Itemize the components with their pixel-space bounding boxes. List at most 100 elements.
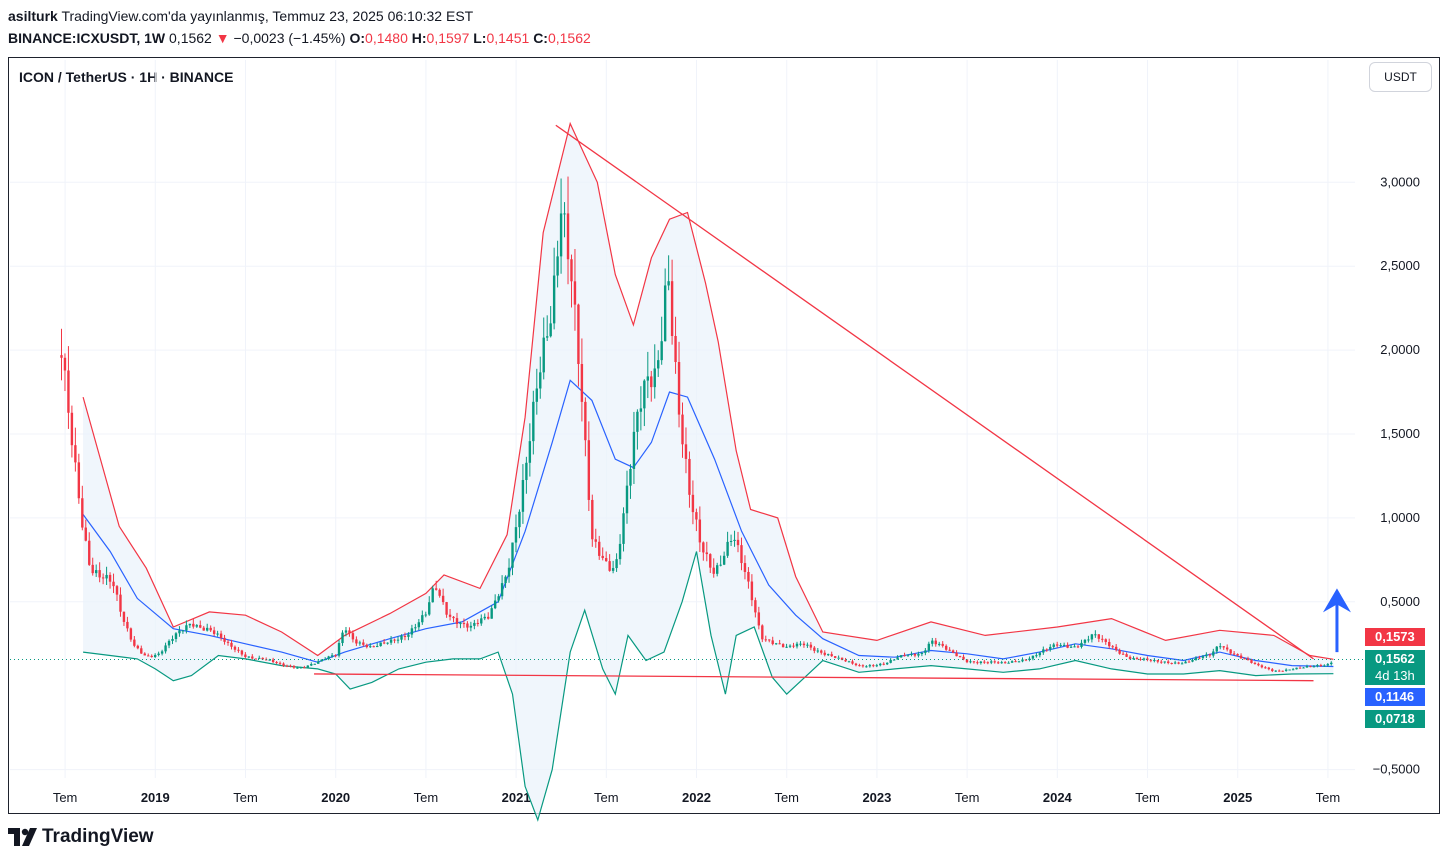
- candle-body[interactable]: [1291, 669, 1295, 671]
- candle-body[interactable]: [1281, 670, 1284, 672]
- candle-body[interactable]: [1212, 651, 1215, 656]
- candle-body[interactable]: [774, 643, 778, 645]
- candle-body[interactable]: [1288, 669, 1291, 671]
- candle-body[interactable]: [327, 656, 330, 660]
- candle-body[interactable]: [608, 561, 611, 571]
- candle-body[interactable]: [823, 652, 826, 655]
- candle-body[interactable]: [962, 656, 965, 660]
- candle-body[interactable]: [875, 665, 878, 667]
- candle-body[interactable]: [355, 639, 358, 644]
- candle-body[interactable]: [514, 527, 518, 543]
- candle-body[interactable]: [1160, 661, 1163, 663]
- candle-body[interactable]: [844, 659, 847, 662]
- candle-body[interactable]: [865, 666, 868, 668]
- candle-body[interactable]: [889, 660, 892, 663]
- currency-button[interactable]: USDT: [1369, 62, 1432, 92]
- candle-body[interactable]: [625, 485, 629, 514]
- candle-body[interactable]: [299, 667, 303, 669]
- candle-body[interactable]: [1149, 659, 1153, 661]
- candle-body[interactable]: [476, 622, 480, 624]
- candle-body[interactable]: [1090, 634, 1094, 640]
- candle-body[interactable]: [289, 665, 292, 667]
- candle-body[interactable]: [119, 594, 122, 612]
- candle-body[interactable]: [667, 281, 670, 286]
- candle-body[interactable]: [81, 498, 84, 528]
- candle-body[interactable]: [455, 618, 459, 624]
- candle-body[interactable]: [219, 633, 223, 638]
- candle-body[interactable]: [330, 655, 334, 657]
- candle-body[interactable]: [490, 608, 493, 619]
- candle-body[interactable]: [983, 661, 986, 663]
- candle-body[interactable]: [615, 559, 618, 569]
- candle-body[interactable]: [663, 285, 667, 342]
- candle-body[interactable]: [1135, 657, 1139, 659]
- candle-body[interactable]: [1295, 667, 1298, 670]
- candle-body[interactable]: [903, 655, 906, 657]
- candle-body[interactable]: [403, 635, 407, 637]
- candle-body[interactable]: [136, 645, 140, 649]
- candle-body[interactable]: [1038, 652, 1042, 656]
- candle-body[interactable]: [1180, 663, 1184, 665]
- candle-body[interactable]: [209, 627, 212, 631]
- candle-body[interactable]: [1173, 662, 1177, 664]
- candle-body[interactable]: [147, 655, 150, 657]
- candle-body[interactable]: [771, 640, 774, 645]
- candle-body[interactable]: [1191, 659, 1194, 662]
- candle-body[interactable]: [611, 568, 615, 571]
- candle-body[interactable]: [365, 644, 368, 648]
- candle-body[interactable]: [386, 642, 389, 644]
- candle-body[interactable]: [1222, 646, 1225, 648]
- candle-body[interactable]: [278, 662, 282, 664]
- candle-body[interactable]: [1170, 662, 1173, 664]
- candle-body[interactable]: [441, 595, 445, 603]
- candle-body[interactable]: [1219, 646, 1222, 648]
- candle-body[interactable]: [532, 401, 535, 442]
- candle-body[interactable]: [1208, 654, 1212, 656]
- candle-body[interactable]: [788, 645, 792, 647]
- candle-body[interactable]: [389, 639, 393, 643]
- candle-body[interactable]: [813, 647, 816, 651]
- candle-body[interactable]: [670, 281, 674, 337]
- candle-body[interactable]: [1125, 654, 1128, 657]
- candle-body[interactable]: [861, 665, 865, 667]
- candle-body[interactable]: [1246, 658, 1250, 661]
- candle-body[interactable]: [77, 462, 81, 499]
- candle-body[interactable]: [275, 662, 278, 664]
- candle-body[interactable]: [833, 656, 837, 658]
- candle-body[interactable]: [157, 653, 160, 655]
- candle-body[interactable]: [674, 336, 677, 363]
- candle-body[interactable]: [1330, 662, 1333, 665]
- candle-body[interactable]: [379, 642, 382, 647]
- candle-body[interactable]: [1187, 661, 1191, 663]
- candle-body[interactable]: [108, 574, 112, 582]
- candle-body[interactable]: [254, 658, 257, 660]
- candle-body[interactable]: [1264, 667, 1267, 669]
- candle-body[interactable]: [715, 565, 719, 574]
- candle-body[interactable]: [296, 667, 299, 669]
- candle-body[interactable]: [587, 440, 591, 500]
- candle-body[interactable]: [1163, 661, 1166, 663]
- candle-body[interactable]: [133, 639, 136, 646]
- candle-body[interactable]: [917, 654, 920, 656]
- candle-body[interactable]: [1201, 656, 1205, 658]
- candle-body[interactable]: [500, 583, 504, 597]
- candle-body[interactable]: [445, 602, 448, 615]
- candle-body[interactable]: [847, 661, 851, 663]
- candle-body[interactable]: [348, 630, 351, 634]
- candle-body[interactable]: [993, 661, 996, 663]
- candle-body[interactable]: [1167, 661, 1170, 663]
- descending-trendline[interactable]: [555, 124, 1314, 660]
- candle-body[interactable]: [854, 663, 858, 666]
- candle-body[interactable]: [528, 441, 532, 463]
- candle-body[interactable]: [115, 586, 119, 595]
- candle-body[interactable]: [1156, 660, 1160, 662]
- candle-body[interactable]: [233, 646, 237, 650]
- candle-body[interactable]: [487, 616, 490, 619]
- candle-body[interactable]: [1326, 664, 1330, 666]
- candle-body[interactable]: [546, 336, 549, 338]
- candle-body[interactable]: [618, 543, 622, 560]
- candle-body[interactable]: [681, 414, 684, 445]
- candle-body[interactable]: [140, 648, 143, 654]
- candle-body[interactable]: [573, 281, 577, 305]
- candle-body[interactable]: [781, 644, 785, 648]
